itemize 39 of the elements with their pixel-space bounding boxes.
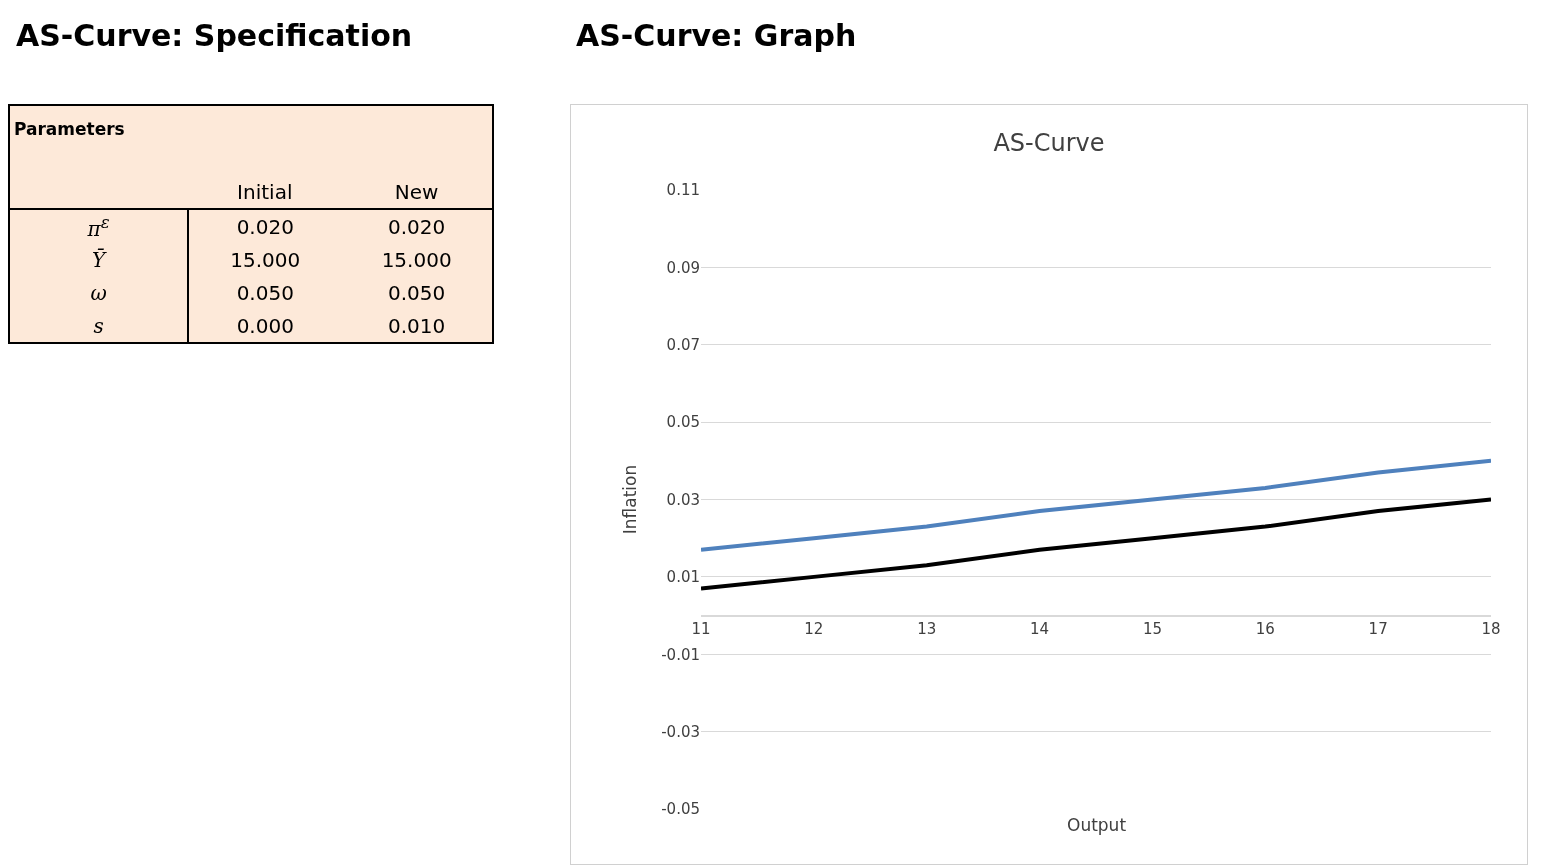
x-tick-label: 13 [917,620,937,639]
y-tick-label: 0.09 [666,258,700,277]
category-label: Ȳ [92,247,106,272]
category-label: Initial [236,178,294,206]
x-tick-label: 15 [1142,620,1162,639]
x-tick-label: 12 [804,620,824,639]
y-tick-label: 0.03 [666,490,700,509]
text: 0.010 [387,313,446,338]
line-series [701,458,1491,552]
category-label: s [93,313,104,338]
category-label: ω [90,280,107,305]
y-tick-label: 0.01 [666,568,700,587]
text: 15.000 [381,247,452,272]
y-tick-label: 0.07 [666,336,700,354]
category-label: π$^{ε}$ [87,212,110,241]
y-tick-label: -0.01 [661,645,700,664]
text: 0.050 [236,280,294,305]
text: 0.050 [387,280,446,305]
text: Parameters [13,117,126,141]
x-tick-label: 17 [1368,620,1388,639]
x-tick-label: 18 [1481,620,1501,639]
y-tick-label: 0.11 [666,181,700,200]
text: AS-Curve: Specification [16,18,413,53]
x-axis-title: Output [1067,815,1127,835]
text: 0.020 [387,214,446,239]
x-tick-label: 16 [1255,620,1275,639]
x-tick-label: 11 [691,620,711,639]
y-tick-label: 0.05 [666,413,700,432]
y-axis-title: Inflation [619,464,640,535]
x-tick-label: 14 [1030,620,1050,639]
y-tick-label: -0.05 [661,800,700,819]
category-label: New [393,178,440,206]
line-series [701,497,1491,591]
chart-title: AS-Curve [993,129,1105,158]
text: 0.000 [236,313,294,338]
y-tick-label: -0.03 [661,722,700,741]
text: 15.000 [230,247,301,272]
text: 0.020 [236,214,294,239]
chart-subtitle: AS-Curve: Graph [576,18,857,53]
